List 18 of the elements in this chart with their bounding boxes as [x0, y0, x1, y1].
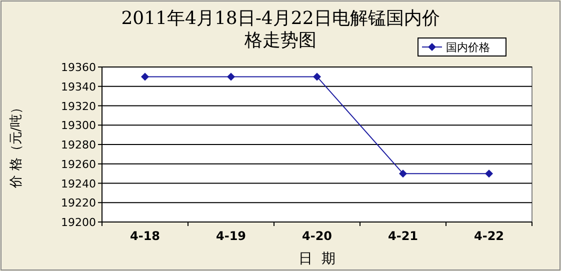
x-tick-label: 4-18: [130, 229, 160, 243]
x-tick-label: 4-21: [388, 229, 418, 243]
legend: 国内价格: [418, 38, 506, 56]
x-tick-label: 4-22: [474, 229, 504, 243]
y-tick-label: 19280: [61, 138, 96, 152]
y-axis-title: 价 格（元/吨）: [9, 101, 24, 189]
legend-label: 国内价格: [446, 41, 490, 54]
y-tick-label: 19240: [61, 177, 96, 190]
y-tick-label: 19360: [61, 61, 96, 74]
x-axis-title: 日 期: [298, 251, 336, 267]
x-tick-label: 4-19: [216, 229, 246, 243]
y-tick-label: 19220: [61, 196, 96, 210]
y-tick-label: 19340: [61, 80, 96, 94]
y-tick-label: 19320: [61, 100, 96, 113]
y-tick-label: 19300: [61, 119, 96, 132]
y-tick-label: 19200: [61, 216, 96, 229]
x-tick-label: 4-20: [302, 229, 332, 243]
y-tick-label: 19260: [61, 158, 96, 171]
